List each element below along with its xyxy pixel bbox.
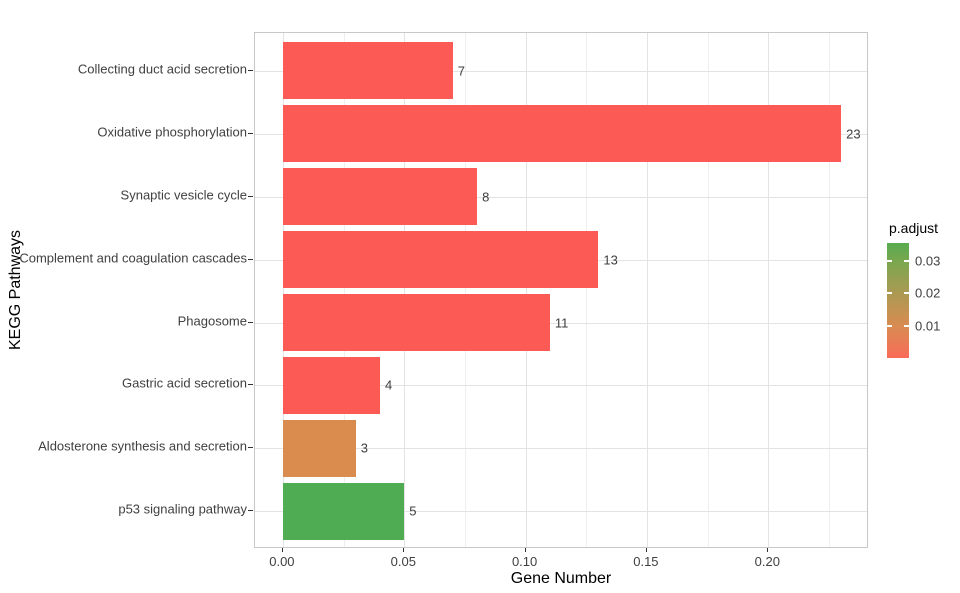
y-axis-title: KEGG Pathways (7, 229, 24, 351)
y-axis-tick-mark (248, 258, 253, 260)
legend-tick-mark-left (887, 324, 892, 327)
y-axis-category-label: Oxidative phosphorylation (97, 124, 247, 140)
gridline-vertical-minor (707, 33, 709, 547)
legend-tick-mark-right (904, 292, 909, 295)
bar (282, 419, 356, 477)
y-axis-tick-mark (248, 132, 253, 134)
bar-value-label: 7 (457, 63, 466, 79)
y-axis-tick-mark (248, 447, 253, 449)
bar-value-label: 11 (554, 315, 569, 330)
bar-value-label: 3 (360, 440, 368, 456)
x-axis-tick-label: 0.10 (511, 554, 538, 569)
gridline-horizontal-major (255, 196, 867, 198)
legend-tick-mark-right (904, 259, 909, 262)
legend-title: p.adjust (889, 220, 939, 236)
gridline-horizontal-major (255, 385, 867, 387)
x-axis-tick-label: 0.00 (269, 554, 295, 569)
x-axis-tick-mark (767, 548, 769, 552)
legend-tick-label: 0.02 (915, 285, 941, 301)
x-axis-tick-mark (281, 548, 283, 552)
gridline-horizontal-major (255, 70, 867, 72)
gridline-vertical-minor (586, 33, 588, 547)
y-axis-category-label: Complement and coagulation cascades (19, 250, 247, 266)
legend-gradient-bar (887, 243, 909, 358)
gridline-vertical-minor (464, 33, 466, 547)
gridline-vertical-minor (343, 33, 345, 547)
bar (282, 356, 380, 414)
y-axis-category-label: Gastric acid secretion (122, 375, 247, 391)
legend-tick-mark-right (904, 324, 909, 327)
bar-value-label: 4 (385, 377, 393, 393)
x-axis-tick-mark (645, 548, 647, 552)
y-axis-tick-mark (248, 321, 253, 323)
gridline-vertical-major (525, 33, 527, 547)
bar-value-label: 23 (846, 126, 861, 142)
y-axis-tick-mark (248, 510, 253, 512)
bar (282, 42, 453, 100)
y-axis-category-label: Phagosome (177, 313, 247, 329)
x-axis-tick-label: 0.20 (754, 554, 780, 569)
x-axis-tick-label: 0.15 (633, 554, 659, 569)
bar-value-label: 13 (603, 252, 618, 267)
gridline-horizontal-major (255, 448, 867, 450)
legend-tick-label: 0.03 (915, 253, 941, 269)
gridline-horizontal-major (255, 322, 867, 324)
y-axis-category-label: Collecting duct acid secretion (77, 61, 247, 77)
bar (282, 105, 842, 163)
legend-tick-label: 0.01 (915, 318, 941, 334)
gridline-vertical-minor (829, 33, 830, 547)
y-axis-tick-mark (248, 195, 253, 197)
gridline-horizontal-major (255, 511, 867, 513)
bar (282, 294, 550, 351)
y-axis-category-label: Synaptic vesicle cycle (120, 187, 247, 203)
x-axis-title: Gene Number (510, 570, 612, 587)
plot-panel: 7 23 8 13 11 4 3 5 (254, 32, 868, 548)
y-axis-tick-mark (248, 384, 253, 386)
bar (282, 482, 405, 540)
gridline-vertical-major (282, 33, 284, 547)
bar (282, 231, 599, 288)
x-axis-tick-mark (403, 548, 405, 552)
gridline-vertical-major (768, 33, 770, 547)
x-axis-tick-mark (524, 548, 526, 552)
x-axis-tick-label: 0.05 (390, 554, 416, 569)
gridline-vertical-major (646, 33, 648, 547)
legend-tick-mark-left (887, 292, 892, 295)
y-axis-category-label: p53 signaling pathway (118, 501, 247, 517)
bar-value-label: 8 (482, 189, 490, 205)
bar-value-label: 5 (409, 503, 417, 519)
legend-tick-mark-left (887, 259, 892, 262)
bar (282, 168, 478, 226)
y-axis-category-label: Aldosterone synthesis and secretion (38, 438, 247, 454)
y-axis-tick-mark (248, 69, 253, 71)
gridline-vertical-major (404, 33, 406, 547)
